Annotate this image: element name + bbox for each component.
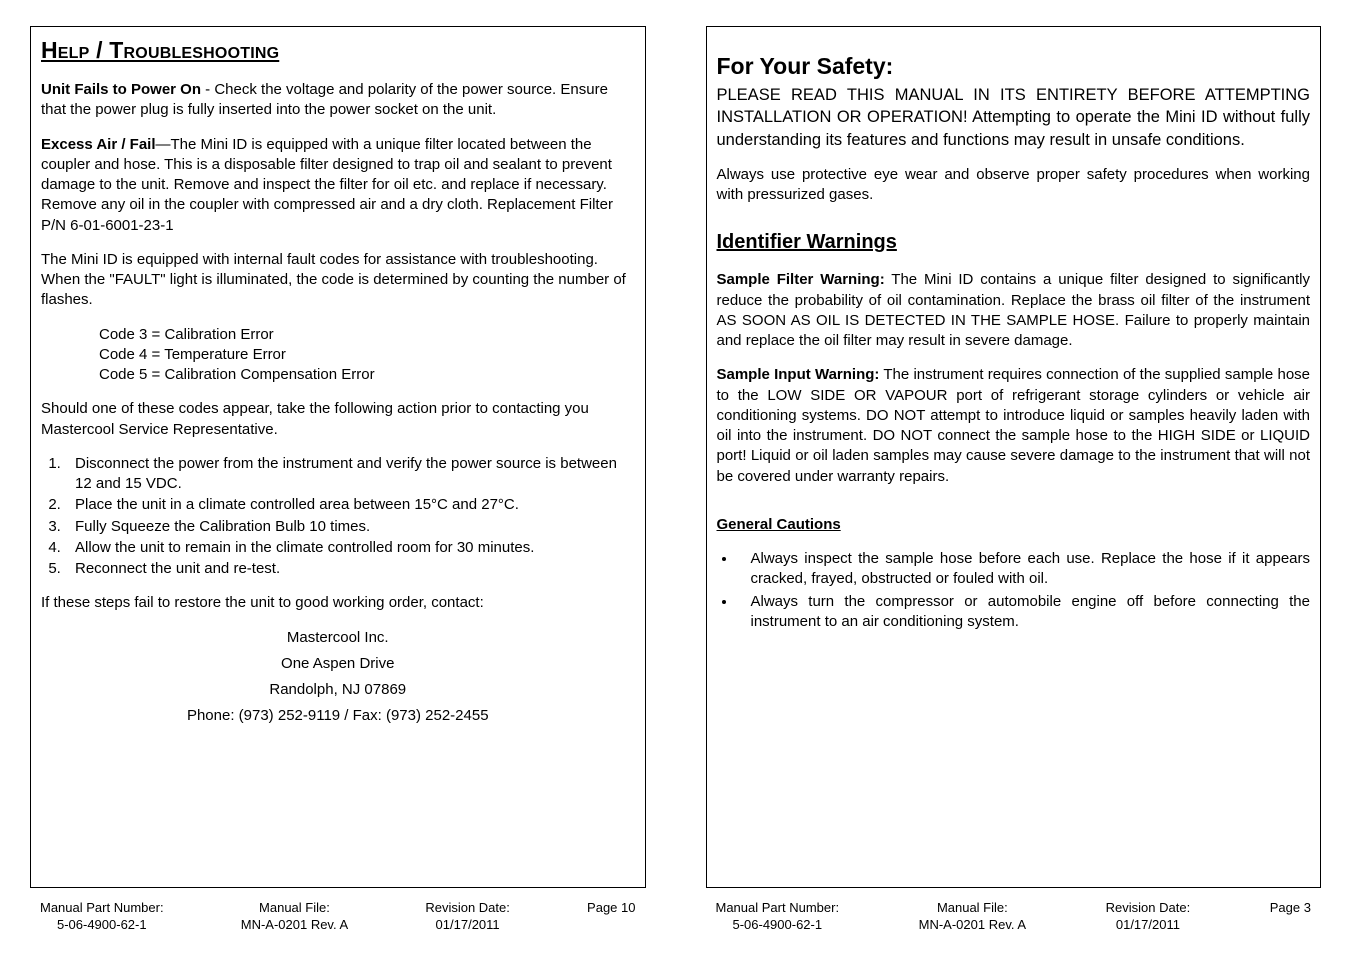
footer-part-col: Manual Part Number: 5-06-4900-62-1 xyxy=(40,900,164,934)
p-safety-1: PLEASE READ THIS MANUAL IN ITS ENTIRETY … xyxy=(717,84,1311,151)
fault-codes-list: Code 3 = Calibration Error Code 4 = Temp… xyxy=(99,325,635,386)
page-left: Help / Troubleshooting Unit Fails to Pow… xyxy=(0,0,676,954)
footer-part-label: Manual Part Number: xyxy=(40,900,164,917)
contact-phone: Phone: (973) 252-9119 / Fax: (973) 252-2… xyxy=(41,706,635,726)
caution-1: Always inspect the sample hose before ea… xyxy=(737,549,1311,590)
bold-filter-warning: Sample Filter Warning: xyxy=(717,271,885,288)
right-content-box: For Your Safety: PLEASE READ THIS MANUAL… xyxy=(706,26,1322,888)
p-contact-intro: If these steps fail to restore the unit … xyxy=(41,593,635,613)
p-fault-codes-intro: The Mini ID is equipped with internal fa… xyxy=(41,250,635,311)
text-input-warning: The instrument requires connection of th… xyxy=(717,366,1311,484)
p-warning-input: Sample Input Warning: The instrument req… xyxy=(717,365,1311,487)
right-footer: Manual Part Number: 5-06-4900-62-1 Manua… xyxy=(706,900,1322,934)
code-5: Code 5 = Calibration Compensation Error xyxy=(99,365,635,385)
cautions-list: Always inspect the sample hose before ea… xyxy=(717,549,1311,632)
step-1: Disconnect the power from the instrument… xyxy=(65,454,635,495)
footer-file-col: Manual File: MN-A-0201 Rev. A xyxy=(241,900,348,934)
footer-page-col: Page 10 xyxy=(587,900,635,934)
heading-safety: For Your Safety: xyxy=(717,51,1311,82)
footer-part-col-r: Manual Part Number: 5-06-4900-62-1 xyxy=(716,900,840,934)
footer-file-label: Manual File: xyxy=(241,900,348,917)
step-3: Fully Squeeze the Calibration Bulb 10 ti… xyxy=(65,517,635,537)
p-safety-2: Always use protective eye wear and obser… xyxy=(717,165,1311,206)
steps-list: Disconnect the power from the instrument… xyxy=(41,454,635,580)
footer-page-col-r: Page 3 xyxy=(1270,900,1311,934)
contact-city: Randolph, NJ 07869 xyxy=(41,680,635,700)
footer-page: Page 10 xyxy=(587,900,635,917)
footer-page-r: Page 3 xyxy=(1270,900,1311,917)
code-4: Code 4 = Temperature Error xyxy=(99,345,635,365)
p-excess-air: Excess Air / Fail—The Mini ID is equippe… xyxy=(41,135,635,236)
footer-file-col-r: Manual File: MN-A-0201 Rev. A xyxy=(919,900,1026,934)
heading-warnings: Identifier Warnings xyxy=(717,229,1311,256)
p-action-intro: Should one of these codes appear, take t… xyxy=(41,399,635,440)
footer-part-value: 5-06-4900-62-1 xyxy=(40,917,164,934)
contact-block: Mastercool Inc. One Aspen Drive Randolph… xyxy=(41,628,635,727)
footer-file-value: MN-A-0201 Rev. A xyxy=(241,917,348,934)
p-warning-filter: Sample Filter Warning: The Mini ID conta… xyxy=(717,270,1311,351)
footer-date-label-r: Revision Date: xyxy=(1106,900,1191,917)
footer-part-label-r: Manual Part Number: xyxy=(716,900,840,917)
step-2: Place the unit in a climate controlled a… xyxy=(65,495,635,515)
contact-name: Mastercool Inc. xyxy=(41,628,635,648)
footer-file-label-r: Manual File: xyxy=(919,900,1026,917)
footer-date-col: Revision Date: 01/17/2011 xyxy=(425,900,510,934)
heading-troubleshooting: Help / Troubleshooting xyxy=(41,35,635,66)
footer-date-value-r: 01/17/2011 xyxy=(1106,917,1191,934)
heading-cautions: General Cautions xyxy=(717,515,1311,535)
bold-input-warning: Sample Input Warning: xyxy=(717,366,880,383)
footer-date-col-r: Revision Date: 01/17/2011 xyxy=(1106,900,1191,934)
left-footer: Manual Part Number: 5-06-4900-62-1 Manua… xyxy=(30,900,646,934)
bold-excess-air: Excess Air / Fail xyxy=(41,136,156,153)
p-unit-fails: Unit Fails to Power On - Check the volta… xyxy=(41,80,635,121)
footer-part-value-r: 5-06-4900-62-1 xyxy=(716,917,840,934)
footer-file-value-r: MN-A-0201 Rev. A xyxy=(919,917,1026,934)
page-right: For Your Safety: PLEASE READ THIS MANUAL… xyxy=(676,0,1351,954)
bold-unit-fails: Unit Fails to Power On xyxy=(41,81,201,98)
footer-date-value: 01/17/2011 xyxy=(425,917,510,934)
step-4: Allow the unit to remain in the climate … xyxy=(65,538,635,558)
contact-street: One Aspen Drive xyxy=(41,654,635,674)
code-3: Code 3 = Calibration Error xyxy=(99,325,635,345)
left-content-box: Help / Troubleshooting Unit Fails to Pow… xyxy=(30,26,646,888)
footer-date-label: Revision Date: xyxy=(425,900,510,917)
caution-2: Always turn the compressor or automobile… xyxy=(737,592,1311,633)
step-5: Reconnect the unit and re-test. xyxy=(65,559,635,579)
